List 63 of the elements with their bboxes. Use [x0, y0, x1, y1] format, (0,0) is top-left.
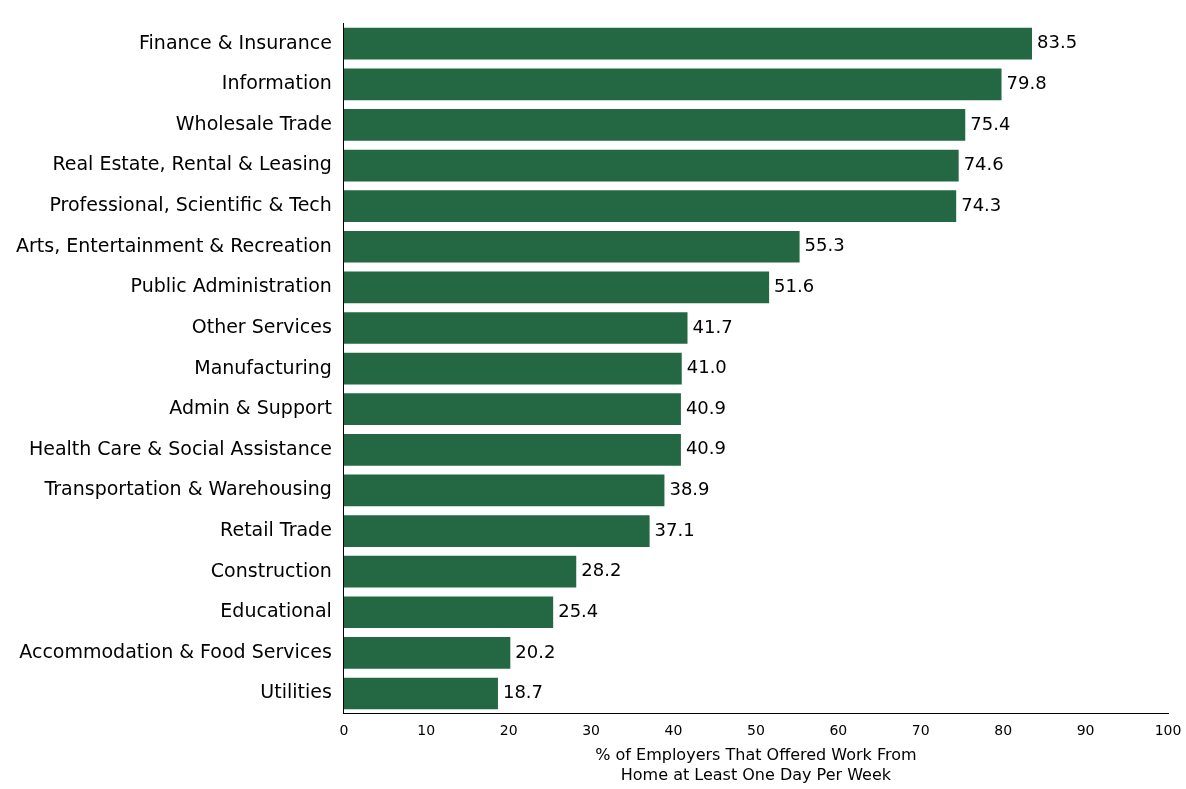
bar [343, 68, 1002, 101]
bar [343, 433, 681, 466]
data-label: 55.3 [804, 234, 845, 256]
y-tick-label: Other Services [191, 314, 332, 337]
bar [343, 637, 511, 669]
y-tick-label: Arts, Entertainment & Recreation [15, 233, 332, 256]
x-tick-label: 20 [499, 721, 518, 738]
x-tick-label: 70 [911, 721, 930, 738]
bar [343, 190, 957, 222]
data-label: 51.6 [774, 275, 815, 297]
bar [343, 677, 498, 710]
x-tick-label: 10 [417, 721, 436, 738]
y-tick-label: Real Estate, Rental & Leasing [52, 152, 332, 175]
x-tick-label: 40 [664, 721, 683, 738]
y-tick-label: Finance & Insurance [139, 30, 332, 53]
y-tick-label: Educational [220, 599, 332, 622]
bar [343, 230, 800, 263]
data-label: 18.7 [502, 681, 544, 703]
data-label: 28.2 [581, 559, 622, 581]
bar [343, 149, 959, 182]
y-tick-label: Construction [210, 558, 332, 581]
y-tick-label: Admin & Support [169, 396, 332, 419]
y-tick-label: Transportation & Warehousing [43, 477, 332, 500]
bar [343, 109, 966, 141]
x-tick-label: 80 [994, 721, 1013, 738]
data-label: 20.2 [515, 640, 556, 662]
data-label: 40.9 [685, 396, 726, 418]
data-label: 79.8 [1006, 71, 1047, 93]
data-label: 25.4 [558, 599, 599, 621]
x-tick-label: 30 [582, 721, 600, 738]
data-label: 37.1 [654, 518, 695, 540]
x-tick-label: 60 [829, 721, 848, 738]
y-tick-label: Professional, Scientific & Tech [49, 193, 332, 216]
x-axis-title: % of Employers That Offered Work From Home at Least One Day Per Week [595, 745, 917, 784]
bar [343, 474, 665, 507]
data-label: 38.9 [669, 478, 710, 500]
data-label: 40.9 [685, 437, 726, 459]
y-tick-label: Public Administration [130, 274, 332, 297]
y-tick-label: Health Care & Social Assistance [28, 436, 332, 459]
x-tick-label: 0 [339, 721, 349, 738]
data-label: 74.6 [963, 153, 1004, 175]
bar [343, 596, 554, 629]
data-label: 83.5 [1037, 31, 1078, 53]
bar [343, 352, 682, 385]
x-tick-label: 50 [747, 721, 765, 738]
bar [343, 393, 681, 426]
y-tick-label: Accommodation & Food Services [19, 639, 332, 662]
bar [343, 515, 650, 547]
x-tick-label: 90 [1076, 721, 1095, 738]
data-label: 75.4 [970, 112, 1011, 134]
data-label: 41.0 [686, 356, 727, 378]
y-tick-label: Manufacturing [194, 355, 332, 378]
bar [343, 312, 688, 344]
y-tick-label: Retail Trade [220, 517, 332, 540]
bar [343, 271, 770, 304]
data-label: 74.3 [961, 193, 1002, 215]
y-tick-label: Wholesale Trade [175, 111, 332, 134]
bar [343, 27, 1033, 60]
x-tick-label: 100 [1154, 721, 1182, 738]
y-tick-label: Utilities [260, 680, 332, 703]
data-label: 41.7 [692, 315, 733, 337]
y-tick-label: Information [221, 71, 332, 94]
bar [343, 555, 577, 588]
